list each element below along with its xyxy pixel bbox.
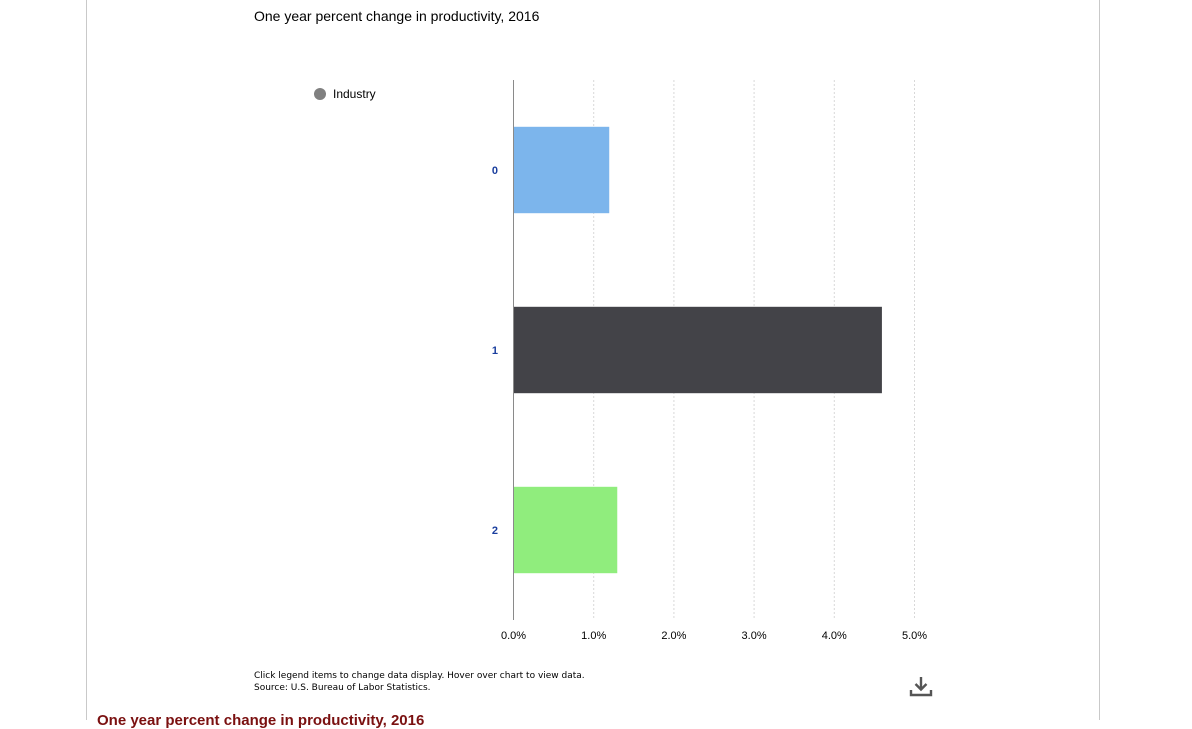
legend-label: Industry (333, 87, 376, 101)
x-tick-label: 3.0% (742, 630, 767, 642)
bar-chart[interactable]: 0.0% 1.0% 2.0% 3.0% 4.0% 5.0% 0 1 2 (0, 0, 1192, 660)
legend-item-industry[interactable]: Industry (314, 87, 376, 101)
content-frame (86, 0, 1100, 720)
legend-marker (314, 88, 326, 100)
x-tick-label: 2.0% (661, 630, 686, 642)
instructions-text: Click legend items to change data displa… (254, 671, 585, 681)
x-tick-label: 5.0% (902, 630, 927, 642)
section-heading: One year percent change in productivity,… (97, 712, 425, 729)
category-label: 2 (492, 525, 498, 537)
x-tick-label: 4.0% (822, 630, 847, 642)
bar-0[interactable] (513, 126, 610, 214)
chart-title: One year percent change in productivity,… (254, 8, 540, 24)
bars (513, 126, 882, 574)
source-text: Source: U.S. Bureau of Labor Statistics. (254, 683, 431, 693)
bar-2[interactable] (513, 486, 618, 574)
x-tick-label: 1.0% (581, 630, 606, 642)
axis-labels: 0.0% 1.0% 2.0% 3.0% 4.0% 5.0% 0 1 2 (492, 165, 927, 642)
download-icon[interactable] (908, 673, 934, 699)
bar-1[interactable] (513, 306, 882, 394)
x-tick-label: 0.0% (501, 630, 526, 642)
category-label: 0 (492, 165, 498, 177)
category-label: 1 (492, 345, 498, 357)
chart-notes: Click legend items to change data displa… (254, 670, 585, 694)
